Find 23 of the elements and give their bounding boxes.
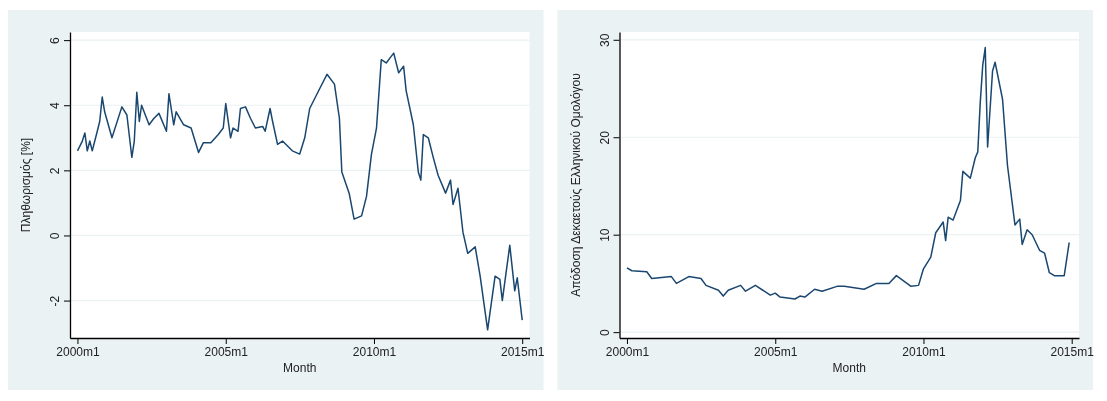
y-tick-label: 30 xyxy=(597,33,612,47)
x-tick-label: 2010m1 xyxy=(902,344,946,359)
y-tick-label: 4 xyxy=(48,102,62,110)
x-tick-label: 2000m1 xyxy=(605,344,650,359)
y-tick-label: 6 xyxy=(48,36,62,44)
x-tick-label: 2010m1 xyxy=(352,344,397,359)
x-tick-label: 2005m1 xyxy=(204,344,249,359)
x-tick-label: 2015m1 xyxy=(1050,344,1095,359)
y-tick-label: 10 xyxy=(597,228,612,242)
x-axis-title: Month xyxy=(832,361,866,375)
y-tick-label: 2 xyxy=(48,167,62,175)
y-axis-title: Πληθωρισμός [%] xyxy=(19,137,33,233)
y-tick-label: 20 xyxy=(597,130,612,145)
line-series xyxy=(626,46,1070,300)
x-tick-label: 2000m1 xyxy=(56,344,100,359)
y-axis-title: Απόδοση Δεκαετούς Ελληνικού Ομολόγου xyxy=(568,73,583,297)
x-axis-title: Month xyxy=(283,361,317,375)
y-tick-label: 0 xyxy=(48,232,62,240)
x-tick-label: 2015m1 xyxy=(501,344,545,359)
y-tick-label: 0 xyxy=(597,329,612,336)
y-tick-label: -2 xyxy=(48,295,62,307)
line-series xyxy=(76,52,523,331)
x-tick-label: 2005m1 xyxy=(754,344,798,359)
